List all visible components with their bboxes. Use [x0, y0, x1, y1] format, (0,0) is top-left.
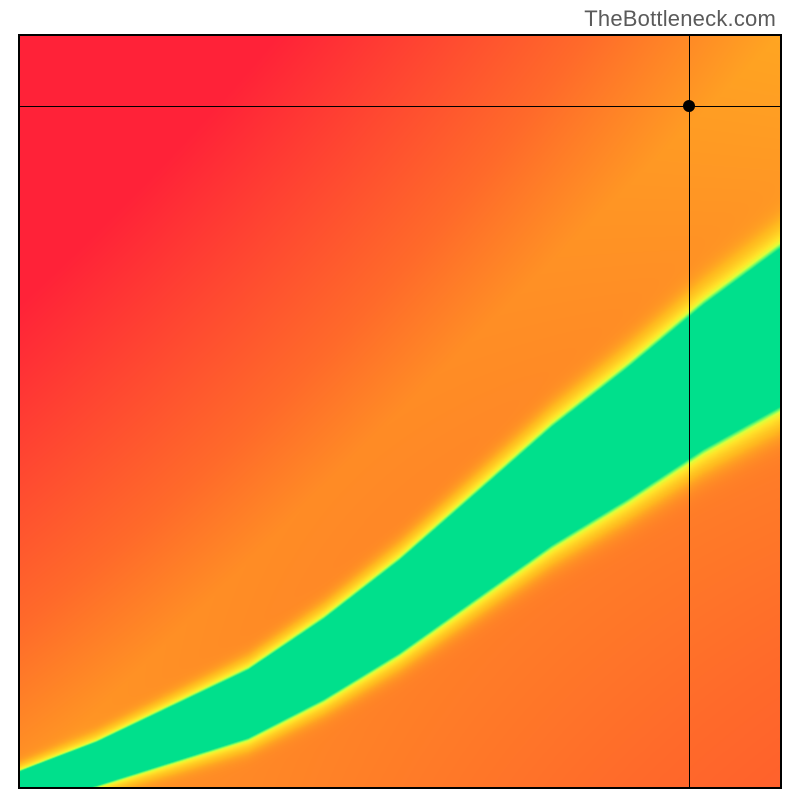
marker-dot — [683, 100, 695, 112]
heatmap-frame — [18, 34, 782, 789]
heatmap-canvas — [20, 36, 780, 787]
crosshair-horizontal — [20, 106, 780, 107]
source-watermark: TheBottleneck.com — [584, 6, 776, 32]
crosshair-vertical — [689, 36, 690, 787]
